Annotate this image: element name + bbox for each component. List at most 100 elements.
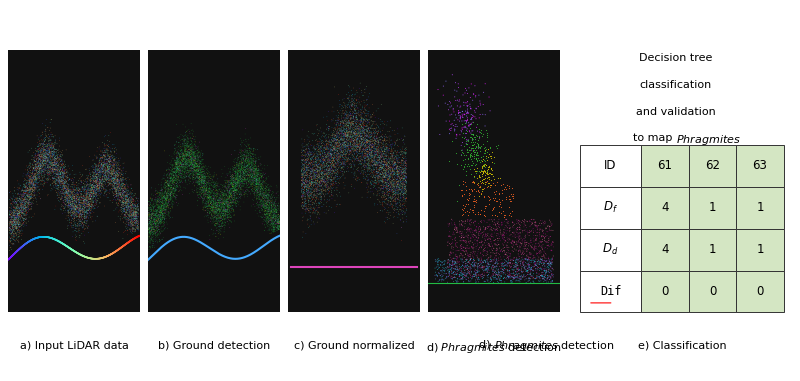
Point bbox=[468, 222, 481, 228]
Point bbox=[218, 192, 230, 199]
Point bbox=[114, 190, 126, 196]
Point bbox=[239, 142, 252, 148]
Point bbox=[266, 188, 279, 194]
Point bbox=[319, 171, 332, 178]
Point bbox=[346, 184, 358, 190]
Point bbox=[271, 218, 284, 224]
Point bbox=[146, 245, 159, 251]
Point bbox=[336, 136, 349, 142]
Point bbox=[166, 171, 179, 177]
Point bbox=[6, 234, 19, 240]
Point bbox=[390, 187, 402, 194]
Point bbox=[262, 213, 274, 219]
Point bbox=[66, 195, 79, 201]
Point bbox=[8, 224, 21, 230]
Point bbox=[251, 174, 264, 180]
Point bbox=[437, 83, 450, 89]
Point bbox=[28, 172, 41, 178]
Point bbox=[334, 133, 346, 139]
Point bbox=[267, 210, 280, 216]
Point bbox=[349, 135, 362, 141]
Point bbox=[225, 175, 238, 181]
Point bbox=[212, 187, 225, 193]
Point bbox=[162, 172, 175, 178]
Point bbox=[435, 268, 448, 274]
Point bbox=[87, 199, 100, 205]
Point bbox=[246, 171, 258, 177]
Point bbox=[219, 202, 232, 208]
Point bbox=[472, 231, 485, 237]
Point bbox=[10, 225, 23, 231]
Point bbox=[222, 166, 235, 172]
Point bbox=[203, 180, 216, 186]
Point bbox=[98, 175, 110, 181]
Point bbox=[94, 169, 107, 175]
Point bbox=[54, 154, 66, 160]
Point bbox=[199, 200, 212, 207]
Point bbox=[357, 161, 370, 167]
Point bbox=[259, 211, 272, 218]
Point bbox=[43, 160, 56, 166]
Point bbox=[209, 200, 222, 206]
Point bbox=[489, 212, 502, 218]
Point bbox=[342, 136, 354, 142]
Point bbox=[206, 188, 218, 194]
Point bbox=[490, 256, 503, 262]
Point bbox=[504, 198, 517, 204]
Point bbox=[159, 197, 172, 203]
Point bbox=[451, 271, 464, 277]
Point bbox=[190, 178, 202, 184]
Point bbox=[195, 148, 208, 154]
Point bbox=[399, 157, 412, 163]
Point bbox=[465, 265, 478, 271]
Point bbox=[38, 149, 51, 155]
Point bbox=[386, 166, 398, 172]
Point bbox=[334, 123, 347, 130]
Point bbox=[226, 189, 239, 195]
Point bbox=[26, 153, 38, 159]
Point bbox=[262, 207, 275, 213]
Point bbox=[450, 123, 463, 130]
Point bbox=[198, 171, 211, 177]
Point bbox=[35, 168, 48, 174]
Point bbox=[209, 203, 222, 209]
Point bbox=[55, 195, 68, 202]
Point bbox=[120, 203, 133, 209]
Point bbox=[386, 171, 399, 178]
Point bbox=[74, 207, 87, 213]
Point bbox=[170, 172, 183, 178]
Point bbox=[266, 221, 278, 227]
Point bbox=[243, 158, 256, 165]
Point bbox=[118, 203, 130, 209]
Point bbox=[359, 118, 372, 125]
Point bbox=[526, 273, 538, 279]
Point bbox=[74, 213, 87, 219]
Point bbox=[387, 181, 400, 187]
Point bbox=[174, 173, 187, 179]
Point bbox=[314, 166, 327, 172]
Point bbox=[238, 179, 250, 185]
Point bbox=[315, 142, 328, 149]
Point bbox=[475, 272, 488, 278]
Point bbox=[382, 173, 395, 179]
Point bbox=[354, 125, 367, 131]
Point bbox=[389, 173, 402, 179]
Point bbox=[114, 163, 127, 169]
Point bbox=[93, 184, 106, 190]
Point bbox=[446, 258, 458, 264]
Point bbox=[73, 215, 86, 221]
Point bbox=[109, 187, 122, 193]
Point bbox=[13, 209, 26, 215]
Point bbox=[450, 260, 463, 266]
Point bbox=[386, 168, 399, 174]
Point bbox=[357, 125, 370, 131]
Point bbox=[74, 211, 87, 217]
Point bbox=[222, 178, 234, 184]
Point bbox=[58, 182, 71, 188]
Point bbox=[46, 166, 59, 172]
Point bbox=[349, 111, 362, 117]
Point bbox=[88, 193, 101, 199]
Point bbox=[230, 169, 242, 175]
Point bbox=[102, 169, 114, 175]
Point bbox=[167, 166, 180, 172]
